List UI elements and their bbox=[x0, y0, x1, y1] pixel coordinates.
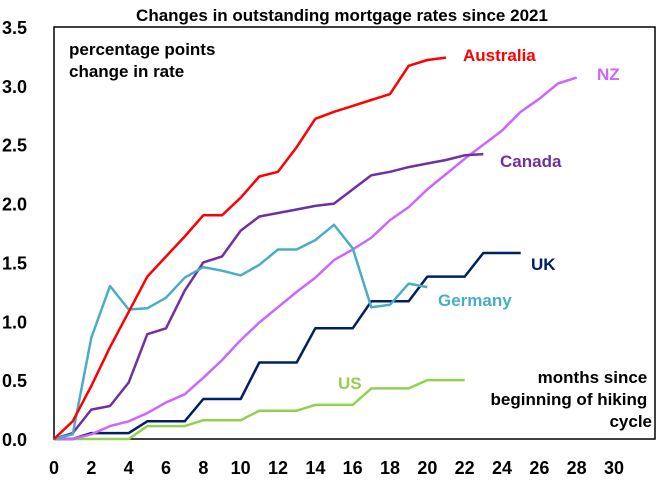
x-tick-label: 4 bbox=[124, 458, 134, 478]
series-line-nz bbox=[54, 76, 578, 441]
series-labels: Australia NZ Canada Germany UK US bbox=[338, 46, 620, 393]
y-tick-label: 3.5 bbox=[2, 18, 27, 38]
x-axis-label-line-2: beginning of hiking bbox=[491, 390, 648, 409]
x-axis-label-line-1: months since bbox=[538, 368, 648, 387]
series-line-australia bbox=[53, 56, 447, 440]
x-tick-label: 16 bbox=[343, 458, 363, 478]
x-tick-label: 26 bbox=[529, 458, 549, 478]
x-tick-label: 30 bbox=[604, 458, 624, 478]
x-tick-label: 14 bbox=[305, 458, 325, 478]
y-tick-label: 0.0 bbox=[2, 430, 27, 450]
series-label-us: US bbox=[338, 374, 362, 393]
series-line-us bbox=[54, 378, 465, 441]
y-tick-label: 3.0 bbox=[2, 77, 27, 97]
x-axis: 0 2 4 6 8 10 12 14 16 18 20 22 24 26 28 30 bbox=[49, 458, 624, 478]
x-tick-label: 28 bbox=[567, 458, 587, 478]
x-axis-label-line-3: cycle bbox=[609, 412, 652, 431]
series-label-australia: Australia bbox=[463, 46, 536, 65]
y-tick-label: 2.5 bbox=[2, 136, 27, 156]
x-tick-label: 0 bbox=[49, 458, 59, 478]
x-tick-label: 22 bbox=[455, 458, 475, 478]
series-line-uk bbox=[54, 251, 521, 441]
y-tick-label: 1.5 bbox=[2, 253, 27, 273]
y-axis-label-line-1: percentage points bbox=[69, 40, 215, 59]
x-tick-label: 20 bbox=[417, 458, 437, 478]
series-line-germany bbox=[53, 223, 428, 441]
y-axis-label: percentage points change in rate bbox=[69, 40, 220, 81]
x-tick-label: 10 bbox=[231, 458, 251, 478]
y-tick-label: 0.5 bbox=[2, 371, 27, 391]
series-label-uk: UK bbox=[531, 255, 556, 274]
chart-title: Changes in outstanding mortgage rates si… bbox=[136, 6, 548, 25]
x-tick-label: 8 bbox=[198, 458, 208, 478]
series-line-canada bbox=[53, 152, 484, 441]
x-tick-label: 2 bbox=[86, 458, 96, 478]
y-tick-label: 2.0 bbox=[2, 195, 27, 215]
y-axis-label-line-2: change in rate bbox=[69, 62, 184, 81]
x-tick-label: 18 bbox=[380, 458, 400, 478]
y-axis: 0.0 0.5 1.0 1.5 2.0 2.5 3.0 3.5 bbox=[2, 18, 27, 450]
x-tick-label: 24 bbox=[492, 458, 512, 478]
x-tick-label: 6 bbox=[161, 458, 171, 478]
x-tick-label: 12 bbox=[268, 458, 288, 478]
series-label-nz: NZ bbox=[597, 65, 620, 84]
series-group bbox=[53, 56, 578, 441]
plot-frame bbox=[53, 26, 656, 440]
y-tick-label: 1.0 bbox=[2, 312, 27, 332]
series-label-canada: Canada bbox=[500, 152, 562, 171]
x-axis-label: months since beginning of hiking cycle bbox=[491, 368, 653, 431]
series-label-germany: Germany bbox=[438, 291, 512, 310]
